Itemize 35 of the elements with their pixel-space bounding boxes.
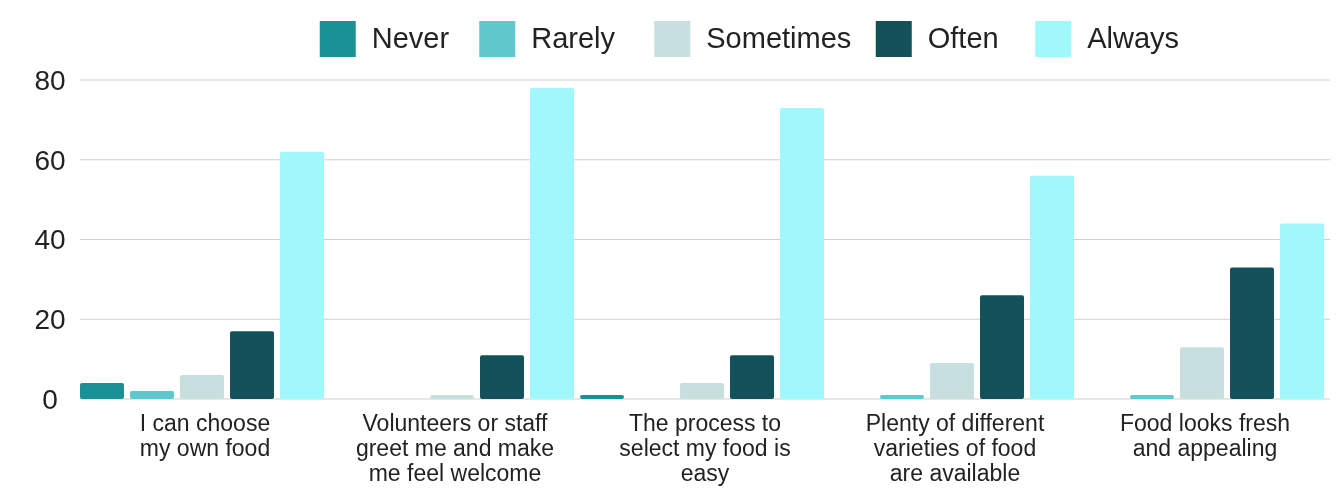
legend-label: Never bbox=[371, 22, 450, 55]
bar bbox=[780, 107, 824, 399]
bar bbox=[230, 331, 274, 399]
bar bbox=[1030, 175, 1074, 399]
legend-label: Rarely bbox=[531, 22, 616, 55]
bar bbox=[1230, 267, 1274, 399]
bar bbox=[1180, 347, 1224, 399]
bar bbox=[1130, 395, 1174, 399]
y-tick-label: 20 bbox=[34, 304, 66, 336]
x-tick-label: I can choose my own food bbox=[139, 410, 271, 461]
x-tick-label: Volunteers or staff greet me and make me feel welcome bbox=[355, 410, 555, 486]
bar bbox=[280, 151, 324, 399]
x-tick-label: The process to select my food is easy bbox=[619, 410, 791, 486]
y-tick-label: 40 bbox=[34, 224, 66, 256]
bar bbox=[530, 87, 574, 399]
legend-label: Always bbox=[1087, 22, 1180, 55]
bar bbox=[730, 355, 774, 399]
bar bbox=[430, 395, 474, 399]
y-tick-label: 60 bbox=[34, 144, 66, 176]
bar bbox=[880, 395, 924, 399]
bar bbox=[80, 383, 124, 399]
bar bbox=[980, 295, 1024, 399]
bar bbox=[130, 391, 174, 399]
x-tick-label: Food looks fresh and appealing bbox=[1119, 410, 1291, 461]
bar bbox=[1280, 223, 1324, 399]
y-tick-label: 80 bbox=[34, 64, 66, 96]
bar bbox=[930, 363, 974, 399]
legend-label: Sometimes bbox=[706, 22, 852, 55]
bar bbox=[580, 395, 624, 399]
y-tick-label: 0 bbox=[42, 383, 58, 415]
bar bbox=[680, 383, 724, 399]
legend-label: Often bbox=[927, 22, 999, 55]
bar bbox=[480, 355, 524, 399]
x-tick-label: Plenty of different varieties of food are available bbox=[865, 410, 1045, 486]
bar bbox=[180, 375, 224, 399]
